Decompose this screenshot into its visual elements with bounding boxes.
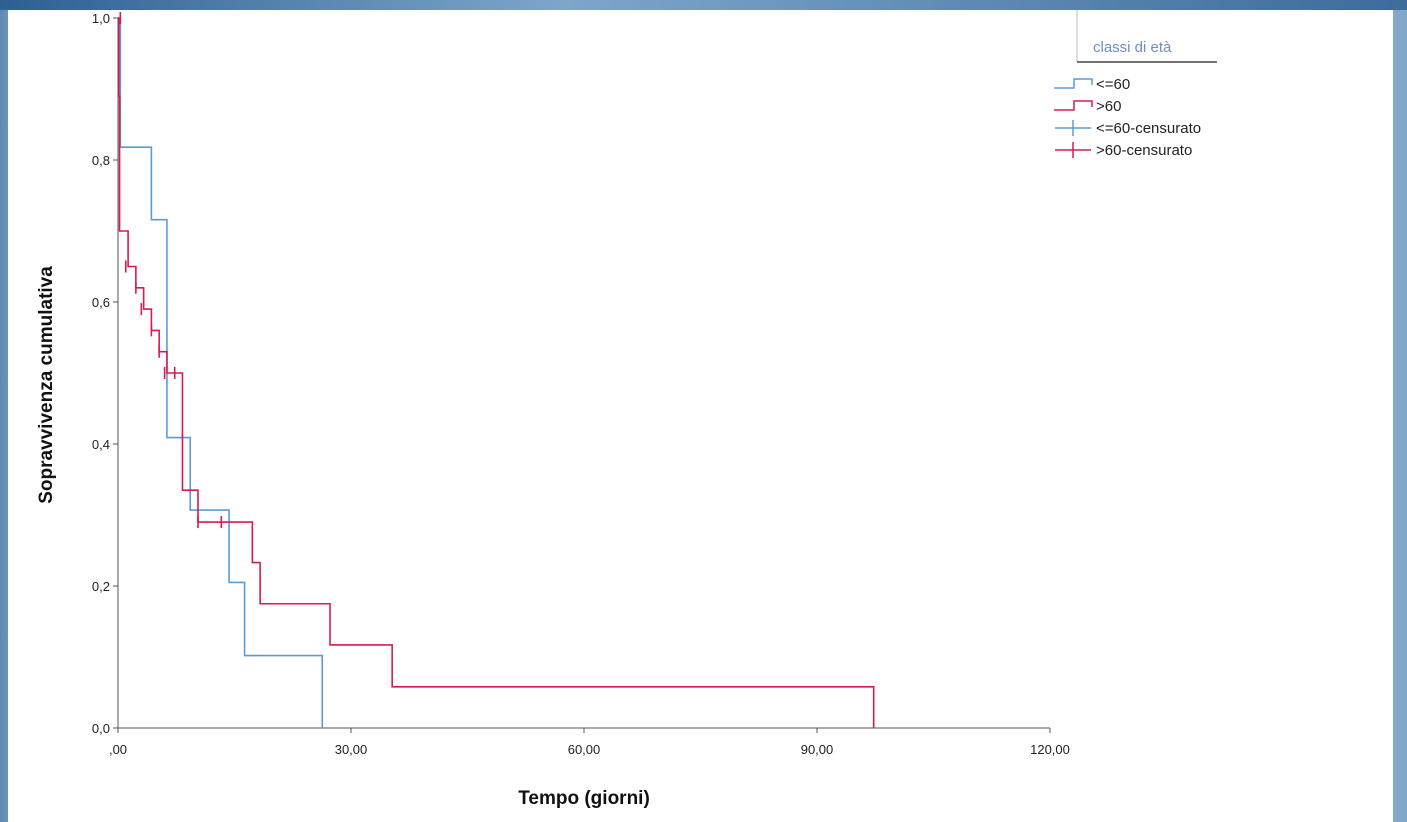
series-line-1 [118,17,324,728]
x-axis-title: Tempo (giorni) [518,788,650,809]
y-axis-title: Sopravvivenza cumulativa [36,266,57,504]
legend-label: <=60 [1096,76,1130,93]
y-tick-label: 0,6 [92,295,110,310]
x-tick-label: 60,00 [568,742,601,757]
legend-label: >60 [1096,98,1121,115]
legend-entries: <=60 >60 <=60-censurato >60-censurato [1054,76,1201,159]
legend: classi di età <=60 >60 <=60-censurato >60-c… [1054,10,1217,159]
x-ticks: ,00 30,00 60,00 90,00 120,00 [109,728,1070,757]
axes [117,18,1050,729]
survival-chart: 0,0 0,2 0,4 0,6 0,8 1,0 ,00 30,00 60,00 90,00 120… [36,10,1217,809]
y-ticks: 0,0 0,2 0,4 0,6 0,8 1,0 [92,11,118,736]
legend-step-symbol [1054,78,1093,89]
y-tick-label: 0,2 [92,579,110,594]
x-tick-label: ,00 [109,742,127,757]
legend-label: <=60-censurato [1096,120,1201,137]
legend-step-symbol [1054,100,1093,111]
series-layer [117,12,875,728]
x-tick-label: 90,00 [801,742,834,757]
y-tick-label: 0,8 [92,153,110,168]
y-tick-label: 0,4 [92,437,110,452]
top-strip [0,0,1407,10]
legend-title: classi di età [1093,39,1172,56]
x-tick-label: 120,00 [1030,742,1070,757]
y-tick-label: 1,0 [92,11,110,26]
chart-panel: 0,0 0,2 0,4 0,6 0,8 1,0 ,00 30,00 60,00 90,00 120… [8,10,1393,822]
y-tick-label: 0,0 [92,721,110,736]
legend-label: >60-censurato [1096,142,1192,159]
x-tick-label: 30,00 [335,742,368,757]
series-line-2 [117,17,875,728]
